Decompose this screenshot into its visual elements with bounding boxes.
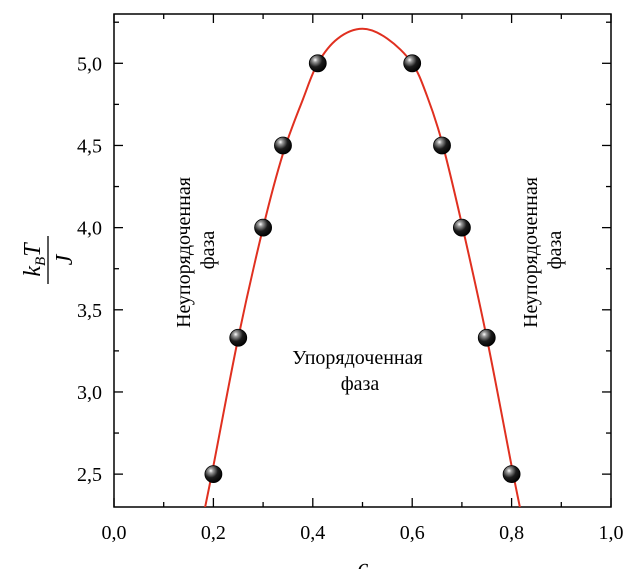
data-point bbox=[452, 218, 471, 237]
data-point bbox=[403, 54, 422, 73]
data-point bbox=[229, 328, 248, 347]
data-point bbox=[477, 328, 496, 347]
annotation-left-line2: фаза bbox=[197, 231, 219, 270]
y-axis-ticks: 2,5 3,0 3,5 4,0 4,5 5,0 bbox=[77, 21, 611, 486]
y-axis-title-denominator: J bbox=[52, 253, 78, 265]
x-axis-ticks: 0,0 0,2 0,4 0,6 0,8 1,0 bbox=[102, 14, 624, 544]
data-point bbox=[502, 465, 521, 484]
x-tick-label: 0,4 bbox=[300, 522, 325, 544]
x-tick-label: 0,0 bbox=[102, 522, 127, 544]
data-point bbox=[274, 136, 292, 155]
y-tick-label: 2,5 bbox=[77, 464, 102, 486]
x-tick-label: 0,2 bbox=[201, 522, 226, 544]
annotation-left-region: Неупорядоченная фаза bbox=[173, 172, 219, 328]
data-point bbox=[254, 218, 273, 237]
y-tick-label: 4,5 bbox=[77, 135, 102, 157]
annotation-left-line1: Неупорядоченная bbox=[173, 177, 195, 328]
y-axis-title: kBT J bbox=[20, 236, 78, 284]
annotation-right-line1: Неупорядоченная bbox=[520, 177, 542, 328]
data-point bbox=[433, 136, 451, 155]
annotation-center-line1: Упорядоченная bbox=[292, 347, 422, 369]
y-axis-title-subscript: B bbox=[33, 257, 49, 266]
x-tick-label: 1,0 bbox=[599, 522, 624, 544]
svg-text:kBT: kBT bbox=[20, 242, 49, 277]
data-points bbox=[204, 54, 521, 484]
x-tick-label: 0,8 bbox=[499, 522, 524, 544]
fit-curve-line bbox=[204, 27, 521, 507]
data-point bbox=[308, 54, 327, 73]
y-axis-title-T: T bbox=[20, 242, 46, 257]
x-tick-label: 0,6 bbox=[400, 522, 425, 544]
y-tick-label: 5,0 bbox=[77, 53, 102, 75]
y-axis-title-k: k bbox=[20, 266, 46, 277]
y-tick-label: 3,0 bbox=[77, 382, 102, 404]
data-point bbox=[204, 465, 223, 484]
y-tick-label: 4,0 bbox=[77, 218, 102, 240]
annotation-center-line2: фаза bbox=[341, 373, 380, 395]
annotation-center-region: Упорядоченная фаза bbox=[292, 347, 427, 395]
annotation-right-region: Неупорядоченная фаза bbox=[520, 172, 566, 328]
svg-text:Неупорядоченная фаза: Неупорядоченная фаза bbox=[520, 172, 566, 328]
svg-text:Неупорядоченная фаза: Неупорядоченная фаза bbox=[173, 172, 219, 328]
annotation-right-line2: фаза bbox=[544, 231, 566, 270]
x-axis-title: c bbox=[358, 555, 369, 569]
y-tick-label: 3,5 bbox=[77, 300, 102, 322]
